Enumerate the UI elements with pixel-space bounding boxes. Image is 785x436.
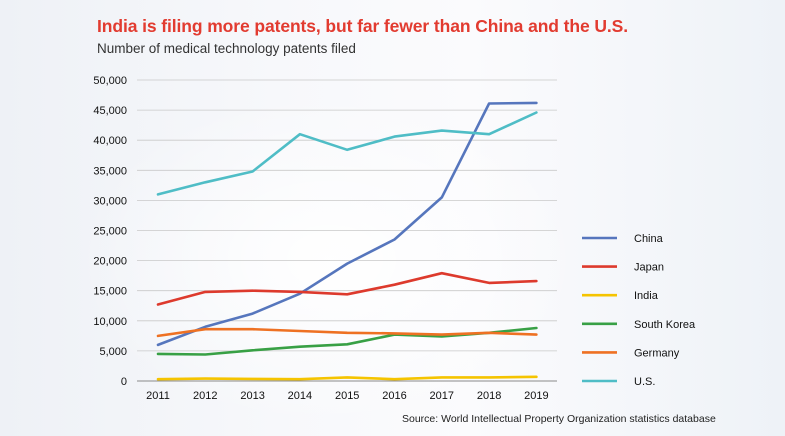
- y-tick-label: 45,000: [93, 105, 127, 117]
- y-tick-label: 35,000: [93, 165, 127, 177]
- legend-label: Japan: [634, 262, 664, 274]
- y-tick-label: 15,000: [93, 286, 127, 298]
- chart-subtitle: Number of medical technology patents fil…: [97, 41, 356, 56]
- legend-label: South Korea: [634, 319, 696, 331]
- x-axis-ticks: 2011 2012 2013 2014 2015 2016 2017 2018 2019: [146, 390, 548, 402]
- x-tick-label: 2018: [477, 390, 501, 402]
- x-tick-label: 2011: [146, 390, 170, 402]
- y-tick-label: 40,000: [93, 135, 127, 147]
- y-tick-label: 25,000: [93, 226, 127, 238]
- gridlines: [137, 79, 557, 382]
- y-tick-label: 20,000: [93, 256, 127, 268]
- x-tick-label: 2014: [288, 390, 312, 402]
- series-line-germany: [156, 327, 538, 338]
- x-tick-label: 2013: [240, 390, 264, 402]
- y-tick-label: 10,000: [93, 316, 127, 328]
- x-tick-label: 2015: [335, 390, 359, 402]
- legend-label: China: [634, 233, 664, 245]
- x-tick-label: 2012: [193, 390, 217, 402]
- series-line-japan: [156, 271, 538, 306]
- series-line-india: [156, 375, 538, 381]
- y-tick-label: 50,000: [93, 75, 127, 87]
- legend-label: Germany: [634, 347, 680, 359]
- x-tick-label: 2017: [430, 390, 454, 402]
- series-lines: [156, 101, 538, 381]
- y-axis-ticks: 0 5,000 10,000 15,000 20,000 25,000 30,000 35,0…: [93, 75, 127, 388]
- legend: China Japan India South Korea Germany U.S.: [582, 233, 696, 388]
- chart-title: India is filing more patents, but far fe…: [97, 16, 628, 36]
- legend-label: U.S.: [634, 376, 655, 388]
- series-line-u-s: [156, 111, 538, 196]
- y-tick-label: 5,000: [99, 346, 127, 358]
- y-tick-label: 0: [121, 376, 127, 388]
- y-tick-label: 30,000: [93, 195, 127, 207]
- legend-label: India: [634, 290, 659, 302]
- series-line-china: [156, 101, 538, 347]
- x-tick-label: 2016: [382, 390, 406, 402]
- source-note: Source: World Intellectual Property Orga…: [402, 413, 716, 425]
- x-tick-label: 2019: [524, 390, 548, 402]
